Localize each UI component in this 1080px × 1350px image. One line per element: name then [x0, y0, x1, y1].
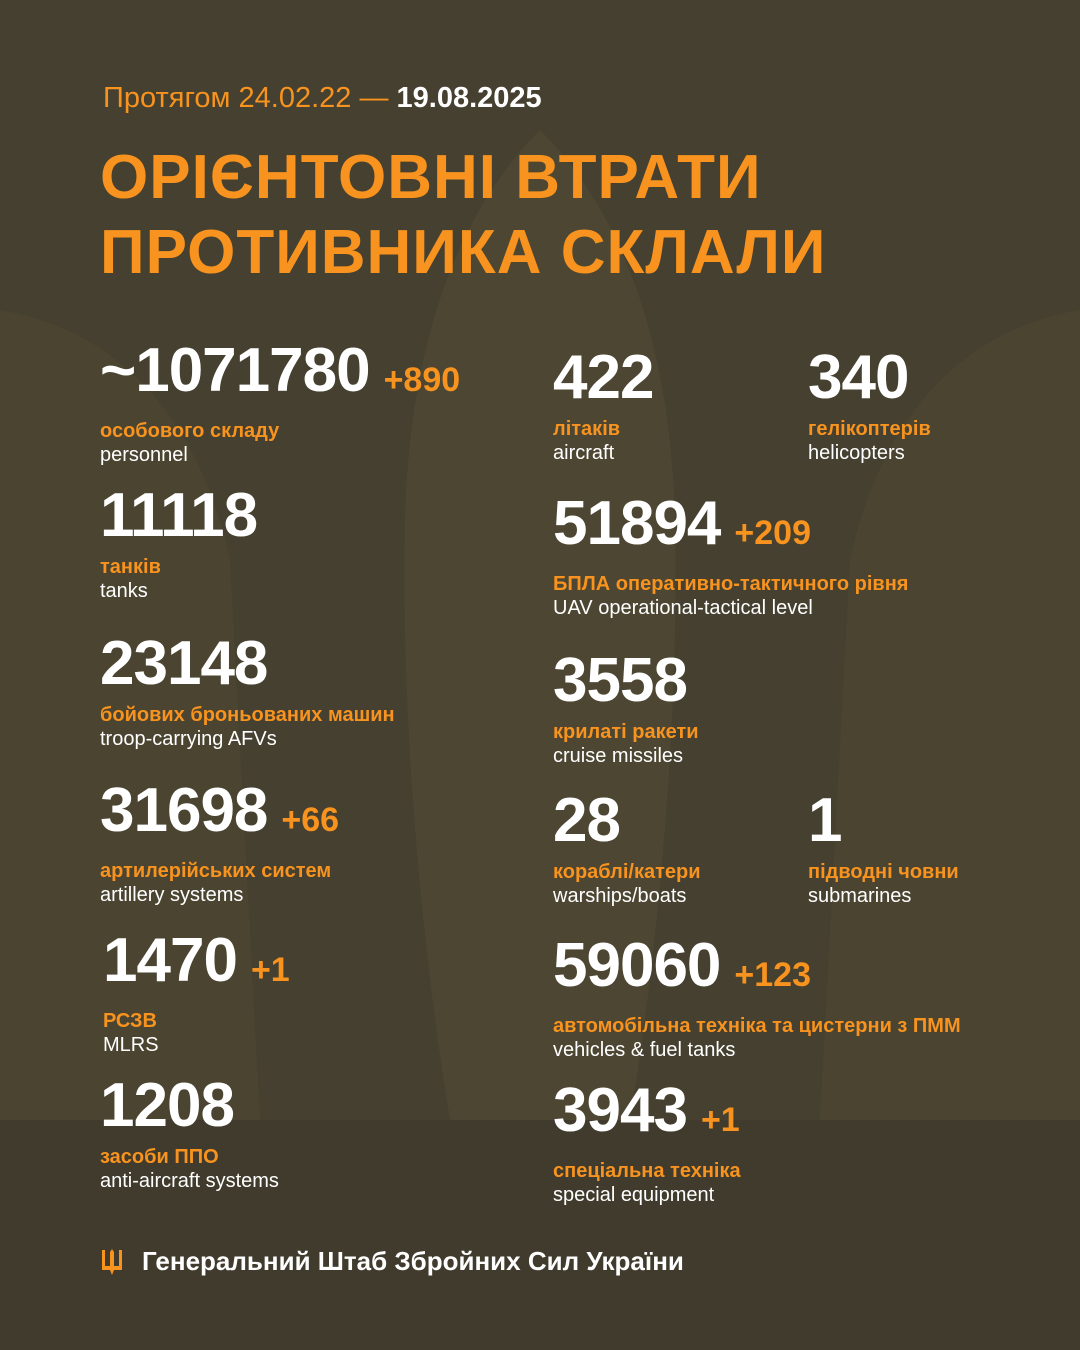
label-ukrainian: БПЛА оперативно-тактичного рівня — [553, 573, 909, 595]
label-english: personnel — [100, 444, 188, 466]
stat-value: 1 — [808, 790, 959, 852]
label-english: cruise missiles — [553, 745, 684, 767]
stat-submarines: 1 підводні човни submarines — [808, 790, 959, 909]
stat-uav: 51894 +209 БПЛА оперативно-тактичного рів… — [553, 493, 908, 621]
stat-value: 1208 — [100, 1075, 279, 1137]
stat-warships: 28 кораблі/катери warships/boats — [553, 790, 701, 909]
period-prefix: Протягом 24.02.22 — — [103, 82, 389, 114]
stat-value: 59060 +123 — [553, 935, 961, 1006]
daily-delta: +1 — [250, 951, 290, 989]
daily-delta: +209 — [734, 514, 812, 552]
value: 11118 — [100, 481, 258, 550]
label-ukrainian: особового складу — [100, 420, 280, 442]
stat-value: 422 — [553, 347, 654, 409]
value: 23148 — [100, 629, 268, 698]
value: 1208 — [100, 1071, 235, 1140]
report-date: 19.08.2025 — [396, 82, 542, 114]
label-english: special equipment — [553, 1184, 715, 1206]
stat-value: 11118 — [100, 485, 258, 547]
title-line-1: ОРІЄНТОВНІ ВТРАТИ — [100, 143, 762, 212]
stat-special-equipment: 3943 +1 спеціальна техніка special equipm… — [553, 1080, 741, 1208]
label-ukrainian: кораблі/катери — [553, 861, 701, 883]
label-english: submarines — [808, 885, 912, 907]
value: 3943 — [553, 1076, 688, 1145]
label-ukrainian: гелікоптерів — [808, 418, 931, 440]
value: ~1071780 — [100, 336, 371, 405]
value: 3558 — [553, 646, 688, 715]
label-english: MLRS — [103, 1034, 159, 1056]
footer: Генеральний Штаб Збройних Сил України — [100, 1246, 684, 1277]
label-ukrainian: танків — [100, 556, 161, 578]
stat-cruise-missiles: 3558 крилаті ракети cruise missiles — [553, 650, 699, 769]
stat-value: 340 — [808, 347, 931, 409]
value: 51894 — [553, 489, 721, 558]
daily-delta: +123 — [734, 956, 812, 994]
label-english: troop-carrying AFVs — [100, 728, 277, 750]
label-english: UAV operational-tactical level — [553, 597, 813, 619]
page-title: ОРІЄНТОВНІ ВТРАТИ ПРОТИВНИКА СКЛАЛИ — [100, 140, 826, 290]
stat-artillery: 31698 +66 артилерійських систем artillery… — [100, 780, 339, 908]
stat-value: 31698 +66 — [100, 780, 339, 851]
label-english: warships/boats — [553, 885, 687, 907]
label-ukrainian: бойових броньованих машин — [100, 704, 395, 726]
stat-air-defense: 1208 засоби ППО anti-aircraft systems — [100, 1075, 279, 1194]
stat-helicopters: 340 гелікоптерів helicopters — [808, 347, 931, 466]
period-header: Протягом 24.02.22 — 19.08.2025 — [103, 82, 542, 115]
stat-afv: 23148 бойових броньованих машин troop-ca… — [100, 633, 395, 752]
value: 1 — [808, 786, 842, 855]
label-ukrainian: спеціальна техніка — [553, 1160, 741, 1182]
value: 340 — [808, 343, 909, 412]
stat-value: 1470 +1 — [103, 930, 290, 1001]
label-ukrainian: засоби ППО — [100, 1146, 219, 1168]
label-english: vehicles & fuel tanks — [553, 1039, 736, 1061]
stat-value: 23148 — [100, 633, 395, 695]
label-english: helicopters — [808, 442, 905, 464]
label-ukrainian: артилерійських систем — [100, 860, 332, 882]
stat-aircraft: 422 літаків aircraft — [553, 347, 654, 466]
stat-value: 28 — [553, 790, 701, 852]
label-ukrainian: підводні човни — [808, 861, 959, 883]
label-english: anti-aircraft systems — [100, 1170, 279, 1192]
value: 1470 — [103, 926, 238, 995]
stat-mlrs: 1470 +1 РСЗВ MLRS — [103, 930, 290, 1058]
stat-value: 3558 — [553, 650, 699, 712]
label-ukrainian: крилаті ракети — [553, 721, 699, 743]
label-english: artillery systems — [100, 884, 244, 906]
footer-text: Генеральний Штаб Збройних Сил України — [142, 1246, 684, 1276]
value: 28 — [553, 786, 621, 855]
label-ukrainian: автомобільна техніка та цистерни з ПММ — [553, 1015, 961, 1037]
stat-value: 3943 +1 — [553, 1080, 741, 1151]
stat-value: 51894 +209 — [553, 493, 908, 564]
value: 422 — [553, 343, 654, 412]
stat-personnel: ~1071780 +890 особового складу personnel — [100, 340, 460, 468]
value: 59060 — [553, 931, 721, 1000]
daily-delta: +66 — [281, 801, 340, 839]
daily-delta: +890 — [383, 361, 461, 399]
trident-icon — [102, 1248, 122, 1275]
label-ukrainian: РСЗВ — [103, 1010, 157, 1032]
title-line-2: ПРОТИВНИКА СКЛАЛИ — [100, 218, 827, 287]
label-english: tanks — [100, 580, 148, 602]
stat-vehicles: 59060 +123 автомобільна техніка та цистер… — [553, 935, 961, 1063]
label-ukrainian: літаків — [553, 418, 621, 440]
stat-tanks: 11118 танків tanks — [100, 485, 258, 604]
value: 31698 — [100, 776, 268, 845]
stat-value: ~1071780 +890 — [100, 340, 460, 411]
daily-delta: +1 — [700, 1101, 740, 1139]
label-english: aircraft — [553, 442, 615, 464]
